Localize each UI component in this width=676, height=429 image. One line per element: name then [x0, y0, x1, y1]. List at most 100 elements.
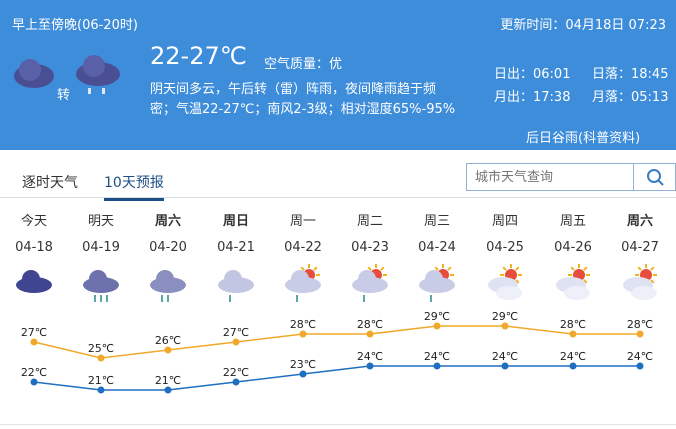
low-temp-label: 22℃ [21, 366, 47, 379]
date-label: 04-27 [621, 240, 659, 255]
search-icon [646, 169, 664, 186]
high-temp-label: 28℃ [627, 318, 653, 331]
low-temp-point [232, 378, 240, 386]
high-temp-point [232, 338, 240, 346]
weekday-label: 周六 [154, 214, 181, 229]
date-label: 04-23 [351, 240, 389, 255]
search-input[interactable] [467, 164, 635, 190]
low-temp-point [30, 378, 38, 386]
transition-label: 转 [57, 88, 71, 103]
search-button[interactable] [633, 164, 675, 190]
forecast-day: 周六 04-20 [134, 210, 202, 307]
solar-term-link[interactable]: 后日谷雨(科普资料) [526, 131, 641, 146]
high-temp-point [30, 338, 38, 346]
forecast-day: 明天 04-19 [67, 210, 135, 307]
update-time: 更新时间：04月18日 07:23 [500, 18, 666, 33]
low-temp-label: 22℃ [223, 366, 249, 379]
weekday-label: 周三 [423, 214, 450, 229]
weekday-label: 周一 [289, 214, 316, 229]
moonset: 月落：05:13 [592, 90, 669, 105]
cloudy-icon [14, 59, 54, 88]
high-temp-label: 27℃ [21, 326, 47, 339]
tab-10-day[interactable]: 10天预报 [104, 172, 164, 201]
light-rain-icon [218, 270, 254, 302]
temperature-chart: 27℃ 25℃ 26℃ 27℃ 28℃ 28℃ 29℃ 29℃ 28℃ 28℃ 22℃ 21℃ 21℃ 2… [21, 310, 653, 394]
sunset: 日落：18:45 [592, 67, 669, 82]
low-temp-point [366, 362, 374, 370]
high-temp-label: 27℃ [223, 326, 249, 339]
date-label: 04-22 [284, 240, 322, 255]
high-temp-point [366, 330, 374, 338]
weekday-label: 明天 [87, 214, 114, 229]
low-temp-point [501, 362, 509, 370]
high-temp-point [569, 330, 577, 338]
low-temp-label: 21℃ [88, 374, 114, 387]
low-temp-label: 24℃ [627, 350, 653, 363]
forecast-day: 周一 04-22 [269, 210, 337, 307]
high-temp-point [636, 330, 644, 338]
forecast-day: 周二 04-23 [336, 210, 404, 307]
weekday-label: 周四 [491, 214, 518, 229]
city-search [466, 163, 676, 191]
date-label: 04-18 [15, 240, 53, 255]
weekday-label: 周二 [356, 214, 383, 229]
footer-divider [0, 424, 676, 429]
high-temp-label: 26℃ [155, 334, 181, 347]
tab-hourly[interactable]: 逐时天气 [22, 175, 78, 191]
low-temp-point [97, 386, 105, 394]
forecast-description-2: 密；气温22-27℃；南风2-3级；相对湿度65%-95% [150, 102, 456, 117]
weekday-label: 周日 [222, 214, 249, 229]
low-temp-point [569, 362, 577, 370]
high-temp-label: 29℃ [424, 310, 450, 323]
forecast-day: 周五 04-26 [539, 210, 607, 307]
partly-cloudy-icon [556, 264, 590, 300]
partly-cloudy-icon [623, 264, 657, 300]
low-temp-point [433, 362, 441, 370]
high-temp-point [164, 346, 172, 354]
high-temp-point [433, 322, 441, 330]
high-temp-line [33, 325, 640, 359]
low-temp-label: 24℃ [424, 350, 450, 363]
weekday-label: 今天 [20, 214, 47, 229]
low-temp-point [164, 386, 172, 394]
date-label: 04-20 [149, 240, 187, 255]
forecast-day: 今天 04-18 [0, 210, 68, 307]
date-label: 04-24 [418, 240, 456, 255]
weekday-label: 周六 [626, 214, 653, 229]
high-temp-label: 28℃ [357, 318, 383, 331]
date-label: 04-21 [217, 240, 255, 255]
temperature-range: 22-27℃ [150, 42, 247, 70]
forecast-day: 周日 04-21 [202, 210, 270, 307]
sun-cloud-rain-icon [352, 264, 388, 302]
period-label: 早上至傍晚(06-20时) [12, 18, 138, 33]
sun-cloud-rain-icon [419, 264, 455, 302]
date-label: 04-19 [82, 240, 120, 255]
moderate-rain-icon [150, 270, 186, 302]
moonrise: 月出：17:38 [494, 90, 571, 105]
high-temp-label: 25℃ [88, 342, 114, 355]
forecast-day: 周三 04-24 [403, 210, 471, 307]
low-temp-label: 24℃ [492, 350, 518, 363]
date-label: 04-25 [486, 240, 524, 255]
high-temp-label: 28℃ [290, 318, 316, 331]
forecast-tabs: 逐时天气 10天预报 [0, 152, 676, 201]
low-temp-point [636, 362, 644, 370]
low-temp-point [299, 370, 307, 378]
low-temp-label: 21℃ [155, 374, 181, 387]
sun-cloud-rain-icon [285, 264, 321, 302]
high-temp-point [97, 354, 105, 362]
heavy-rain-icon [83, 270, 119, 302]
high-temp-label: 28℃ [560, 318, 586, 331]
overcast-icon [16, 270, 52, 293]
low-temp-line [33, 365, 640, 391]
weekday-label: 周五 [559, 214, 586, 229]
forecast-day: 周四 04-25 [471, 210, 539, 307]
low-temp-label: 24℃ [357, 350, 383, 363]
date-label: 04-26 [554, 240, 592, 255]
shower-icon [76, 55, 120, 94]
sunrise: 日出：06:01 [494, 67, 571, 82]
forecast-description: 阴天间多云，午后转（雷）阵雨，夜间降雨趋于频 [150, 82, 437, 97]
weather-summary-panel: 早上至傍晚(06-20时) 更新时间：04月18日 07:23 转 22-27℃… [0, 0, 676, 150]
partly-cloudy-icon [488, 264, 522, 300]
high-temp-point [501, 322, 509, 330]
